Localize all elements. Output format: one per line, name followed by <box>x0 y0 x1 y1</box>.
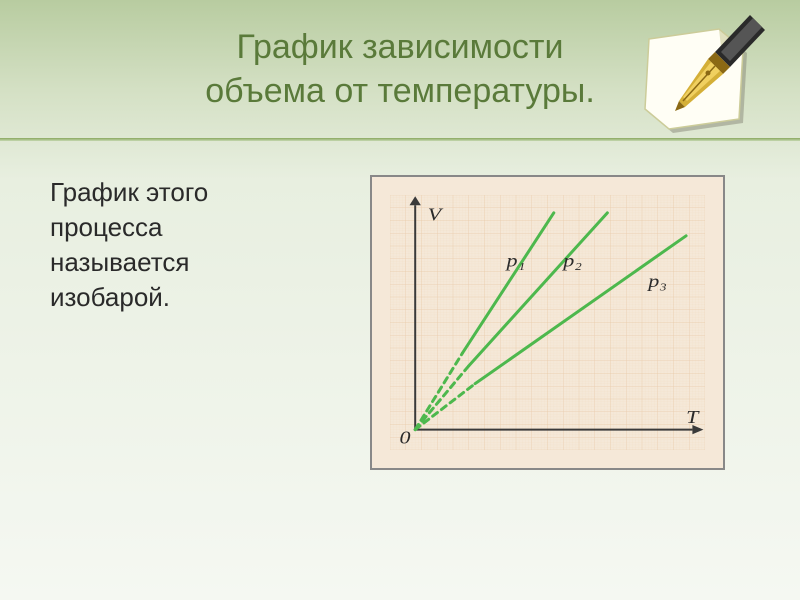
chart-container: VT0p₁p₂p₃ <box>370 175 725 470</box>
title-line-2: объема от температуры. <box>205 72 595 110</box>
paragraph: График этого процесса называется изобаро… <box>50 175 290 470</box>
isobar-chart <box>390 195 705 450</box>
title-line-1: График зависимости <box>236 28 563 66</box>
paragraph-line-2: процесса <box>50 212 163 242</box>
content-area: График этого процесса называется изобаро… <box>50 175 750 470</box>
paragraph-line-4: изобарой. <box>50 282 170 312</box>
chart-box: VT0p₁p₂p₃ <box>370 175 725 470</box>
paragraph-line-1: График этого <box>50 177 208 207</box>
paragraph-line-3: называется <box>50 247 189 277</box>
fountain-pen-icon <box>635 15 765 145</box>
